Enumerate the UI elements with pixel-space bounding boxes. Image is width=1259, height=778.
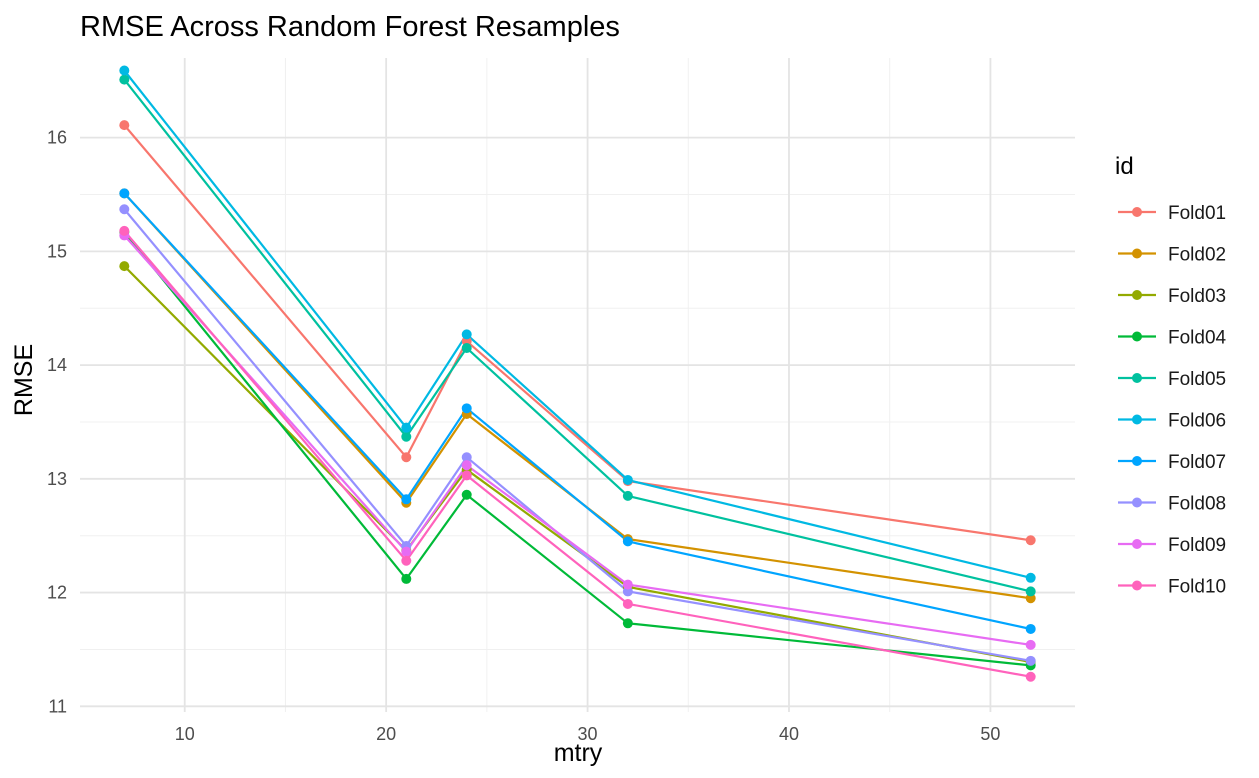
data-point-fold05: [119, 74, 130, 85]
legend-label: Fold06: [1168, 411, 1226, 432]
data-point-fold09: [461, 460, 472, 471]
data-point-fold06: [1025, 572, 1036, 583]
data-point-fold08: [1025, 655, 1036, 666]
series-line-fold10: [123, 230, 1031, 678]
legend-label: Fold03: [1168, 286, 1226, 307]
data-point-fold06: [119, 65, 130, 76]
legend: id Fold01Fold02Fold03Fold04Fold05Fold06F…: [1115, 153, 1227, 598]
data-point-fold07: [461, 403, 472, 414]
data-point-fold08: [461, 452, 472, 463]
y-tick-label: 14: [47, 355, 67, 375]
legend-label: Fold04: [1168, 328, 1227, 349]
legend-label: Fold07: [1168, 452, 1226, 473]
legend-item-fold01: Fold01: [1118, 203, 1226, 224]
y-axis-title: RMSE: [10, 344, 38, 416]
data-point-fold07: [401, 494, 412, 505]
y-tick-label: 12: [47, 583, 67, 603]
y-tick-label: 15: [47, 241, 67, 261]
legend-label: Fold10: [1168, 577, 1226, 598]
legend-title: id: [1115, 153, 1134, 180]
chart-title: RMSE Across Random Forest Resamples: [80, 11, 620, 43]
legend-point-key: [1132, 456, 1142, 466]
legend-item-fold08: Fold08: [1118, 494, 1226, 515]
y-tick-label: 13: [47, 469, 67, 489]
data-point-fold09: [622, 579, 633, 590]
data-point-fold10: [401, 555, 412, 566]
legend-item-fold05: Fold05: [1118, 369, 1226, 390]
legend-point-key: [1132, 373, 1142, 383]
legend-label: Fold05: [1168, 369, 1226, 390]
legend-point-key: [1132, 539, 1142, 549]
legend-label: Fold09: [1168, 535, 1226, 556]
legend-label: Fold01: [1168, 203, 1226, 224]
y-axis-ticks: 11 12 13 14 15 16: [47, 128, 67, 717]
legend-point-key: [1132, 290, 1142, 300]
data-point-fold01: [401, 452, 412, 463]
data-point-fold10: [622, 598, 633, 609]
series-points: [119, 65, 1036, 682]
legend-item-fold04: Fold04: [1118, 328, 1227, 349]
data-point-fold06: [622, 474, 633, 485]
data-point-fold05: [461, 343, 472, 354]
x-tick-label: 50: [980, 724, 1000, 744]
x-tick-label: 20: [376, 724, 396, 744]
data-point-fold10: [461, 470, 472, 481]
data-point-fold07: [119, 188, 130, 199]
series-line-fold03: [123, 265, 1031, 664]
data-point-fold10: [119, 225, 130, 236]
legend-point-key: [1132, 580, 1142, 591]
data-point-fold05: [622, 490, 633, 501]
data-point-fold07: [622, 536, 633, 547]
legend-label: Fold02: [1168, 245, 1226, 266]
legend-point-key: [1132, 414, 1142, 425]
x-tick-label: 40: [779, 724, 799, 744]
legend-items: Fold01 Fold02 Fold03 Fold04 Fold05 Fold06 Fold…: [1118, 203, 1227, 598]
series-line-fold06: [123, 69, 1031, 579]
x-tick-label: 30: [578, 724, 598, 744]
series-line-fold02: [123, 192, 1031, 600]
legend-item-fold02: Fold02: [1118, 245, 1226, 266]
x-axis-title: mtry: [554, 739, 603, 767]
data-point-fold06: [461, 329, 472, 340]
legend-point-key: [1132, 248, 1142, 259]
legend-point-key: [1132, 207, 1142, 217]
legend-point-key: [1132, 331, 1142, 342]
gridlines: [80, 58, 1075, 712]
legend-label: Fold08: [1168, 494, 1226, 515]
x-axis-ticks: 10 20 30 40 50: [175, 724, 1001, 744]
legend-item-fold09: Fold09: [1118, 535, 1226, 556]
series-line-fold05: [123, 78, 1031, 593]
data-point-fold04: [461, 489, 472, 500]
data-point-fold04: [622, 618, 633, 629]
x-tick-label: 10: [175, 724, 195, 744]
data-point-fold01: [119, 120, 130, 131]
plot-area: [80, 58, 1075, 712]
data-point-fold01: [1025, 535, 1036, 546]
y-tick-label: 16: [47, 128, 67, 148]
legend-item-fold10: Fold10: [1118, 577, 1226, 598]
data-point-fold03: [119, 261, 130, 272]
legend-item-fold07: Fold07: [1118, 452, 1226, 473]
legend-item-fold03: Fold03: [1118, 286, 1226, 307]
legend-point-key: [1132, 497, 1142, 508]
data-point-fold06: [401, 422, 412, 433]
series-lines: [123, 69, 1031, 678]
data-point-fold05: [401, 431, 412, 442]
data-point-fold07: [1025, 623, 1036, 634]
data-point-fold10: [1025, 671, 1036, 682]
data-point-fold08: [119, 204, 130, 215]
y-tick-label: 11: [48, 696, 67, 716]
data-point-fold09: [401, 546, 412, 557]
data-point-fold09: [1025, 639, 1036, 650]
legend-item-fold06: Fold06: [1118, 411, 1226, 432]
data-point-fold05: [1025, 586, 1036, 597]
data-point-fold04: [401, 573, 412, 584]
